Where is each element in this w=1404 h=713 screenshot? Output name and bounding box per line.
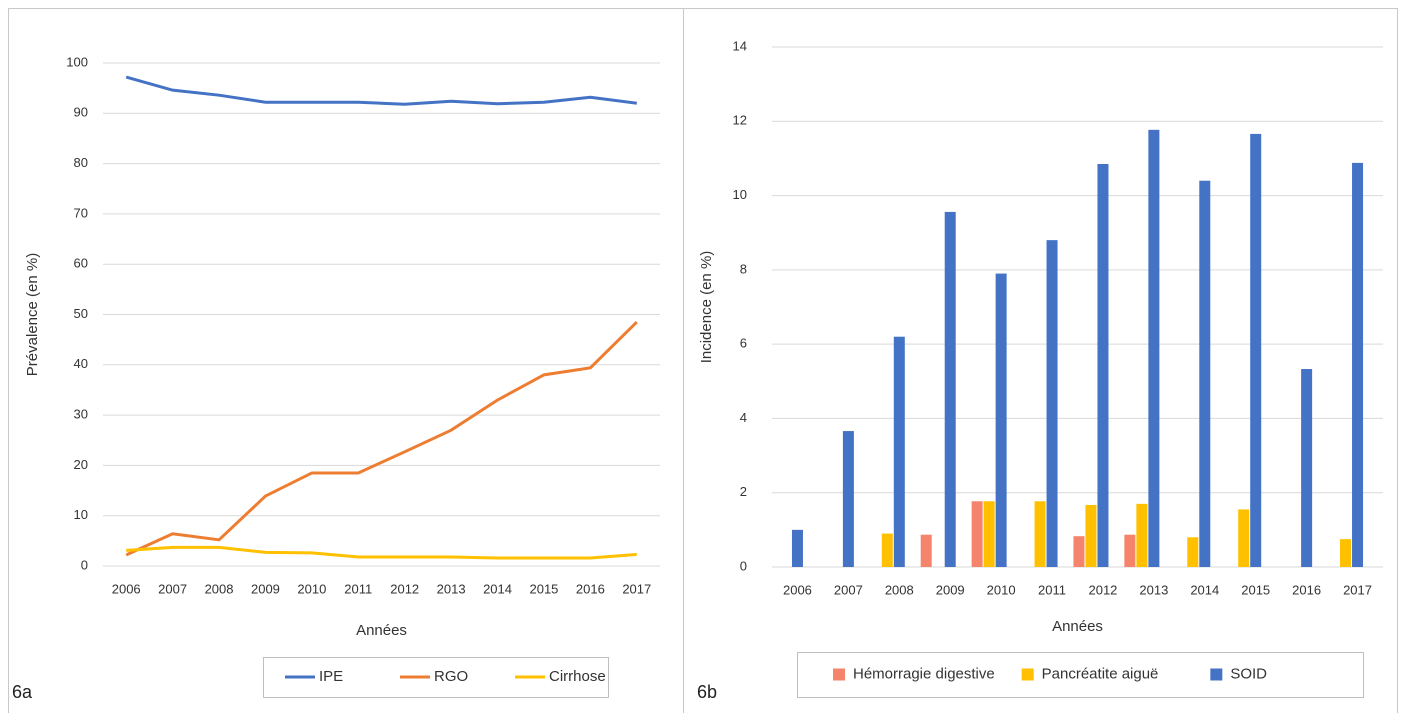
x-tick-label: 2011 [344, 581, 372, 596]
x-tick-label: 2015 [529, 581, 558, 596]
panel-label: 6a [12, 682, 33, 702]
x-tick-label: 2008 [205, 581, 234, 596]
x-tick-label: 2011 [1038, 582, 1066, 597]
line-series [126, 545, 637, 560]
x-tick-label: 2016 [576, 581, 605, 596]
x-tick-label: 2015 [1241, 582, 1270, 597]
bar [1340, 539, 1352, 567]
x-tick-label: 2009 [251, 581, 280, 596]
x-axis-label: Années [1052, 618, 1103, 635]
bar [920, 534, 932, 567]
legend-label: IPE [319, 668, 343, 685]
y-tick-label: 8 [740, 261, 747, 276]
bar [881, 533, 893, 567]
bar [1085, 504, 1097, 567]
line-series [125, 75, 637, 106]
bar [842, 431, 854, 567]
bar [1148, 129, 1160, 568]
x-tick-label: 2017 [622, 581, 651, 596]
y-tick-label: 0 [740, 558, 747, 573]
bar [971, 501, 983, 567]
x-tick-label: 2007 [158, 581, 187, 596]
y-tick-label: 12 [733, 113, 747, 128]
y-tick-label: 10 [74, 507, 88, 522]
bar [1073, 536, 1085, 567]
legend-box [263, 657, 609, 698]
panel-frame [683, 8, 1398, 713]
panel-frame [8, 8, 684, 713]
legend-box [797, 652, 1364, 698]
bar [1301, 369, 1313, 567]
y-tick-label: 60 [74, 256, 88, 271]
y-tick-label: 100 [66, 54, 88, 69]
y-tick-label: 2 [740, 484, 747, 499]
bar [1199, 180, 1211, 567]
bar [983, 501, 995, 567]
legend-label: SOID [1230, 665, 1267, 682]
legend-label: Pancréatite aiguë [1042, 665, 1159, 682]
x-tick-label: 2014 [1190, 582, 1219, 597]
x-tick-label: 2014 [483, 581, 512, 596]
bar [791, 529, 803, 567]
x-tick-label: 2006 [783, 582, 812, 597]
bar [1250, 133, 1262, 567]
legend-swatch [1210, 668, 1223, 681]
x-tick-label: 2007 [834, 582, 863, 597]
y-tick-label: 20 [74, 457, 88, 472]
bar [1187, 537, 1199, 567]
bar [1136, 503, 1148, 567]
legend-label: RGO [434, 668, 468, 685]
legend-label: Cirrhose [549, 668, 606, 685]
bar [995, 273, 1007, 567]
y-tick-label: 70 [74, 205, 88, 220]
x-tick-label: 2006 [112, 581, 141, 596]
y-tick-label: 40 [74, 356, 88, 371]
bar [893, 336, 905, 567]
panel-label: 6b [697, 682, 717, 702]
y-tick-label: 80 [74, 155, 88, 170]
y-axis-label: Incidence (en %) [698, 251, 715, 364]
legend-swatch [833, 668, 845, 681]
y-tick-label: 30 [74, 407, 88, 422]
x-tick-label: 2012 [390, 581, 419, 596]
y-tick-label: 14 [733, 38, 747, 53]
bar [944, 211, 956, 567]
y-tick-label: 6 [740, 336, 747, 351]
y-tick-label: 4 [740, 410, 747, 425]
x-tick-label: 2017 [1343, 582, 1372, 597]
x-tick-label: 2010 [987, 582, 1016, 597]
y-axis-label: Prévalence (en %) [24, 253, 41, 376]
x-tick-label: 2016 [1292, 582, 1321, 597]
x-tick-label: 2009 [936, 582, 965, 597]
y-tick-label: 0 [81, 557, 88, 572]
y-tick-label: 50 [74, 306, 88, 321]
bar [1352, 162, 1364, 567]
bar [1034, 501, 1046, 567]
legend-swatch [1021, 668, 1034, 681]
x-axis-label: Années [356, 622, 407, 639]
y-tick-label: 90 [74, 105, 88, 120]
legend-label: Hémorragie digestive [853, 665, 995, 682]
x-tick-label: 2008 [885, 582, 914, 597]
line-series [125, 320, 638, 557]
bar [1097, 164, 1109, 567]
y-tick-label: 10 [733, 187, 747, 202]
bar [1046, 240, 1058, 567]
x-tick-label: 2013 [437, 581, 466, 596]
bar [1124, 534, 1136, 567]
x-tick-label: 2010 [297, 581, 326, 596]
bar [1238, 509, 1250, 567]
x-tick-label: 2013 [1139, 582, 1168, 597]
x-tick-label: 2012 [1088, 582, 1117, 597]
